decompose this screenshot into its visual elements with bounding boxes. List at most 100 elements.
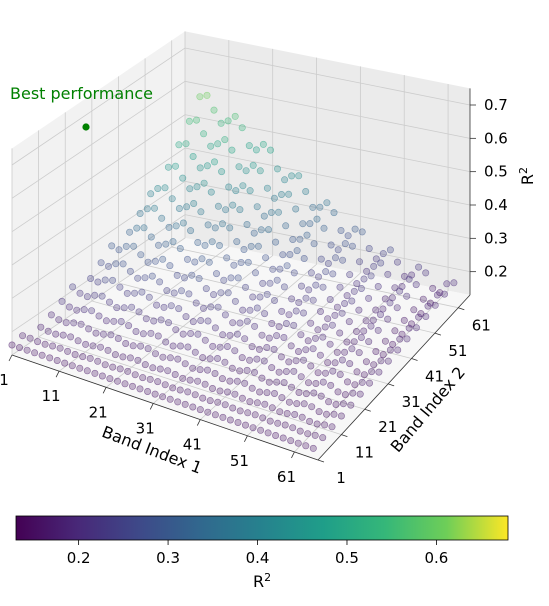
scatter-point xyxy=(286,251,294,259)
scatter-point xyxy=(113,304,121,312)
scatter-point xyxy=(412,281,420,289)
scatter-point xyxy=(131,371,139,379)
scatter-point xyxy=(211,224,219,232)
scatter-point xyxy=(433,291,441,299)
scatter-point xyxy=(201,336,209,344)
scatter-point xyxy=(333,303,341,311)
scatter-point xyxy=(266,279,274,287)
scatter-point xyxy=(226,224,234,232)
scatter-point xyxy=(259,414,267,422)
scatter-point xyxy=(117,317,125,325)
scatter-point xyxy=(367,272,375,280)
x-tick-label: 51 xyxy=(230,452,249,470)
scatter-point xyxy=(172,222,180,230)
colorbar-tick-label: 0.4 xyxy=(246,549,270,567)
scatter-point xyxy=(182,140,190,148)
z-tick-label: 0.2 xyxy=(484,263,508,281)
scatter-point xyxy=(238,354,246,362)
y-tick xyxy=(388,383,395,387)
scatter-point xyxy=(236,206,244,214)
scatter-point xyxy=(233,238,241,246)
scatter-point xyxy=(253,203,261,211)
y-tick-label: 41 xyxy=(425,367,444,385)
scatter-point xyxy=(151,257,159,265)
scatter-point xyxy=(324,359,332,367)
scatter-point xyxy=(26,334,34,342)
scatter-point xyxy=(300,255,308,263)
grid-line-z xyxy=(11,114,471,232)
scatter-point xyxy=(246,306,254,314)
scatter-point xyxy=(86,354,94,362)
scatter-point xyxy=(149,364,157,372)
scatter-point xyxy=(128,303,136,311)
scatter-point xyxy=(196,164,204,172)
scatter-point xyxy=(207,188,215,196)
scatter-point xyxy=(233,330,241,338)
colorbar-tick-label: 0.2 xyxy=(67,549,91,567)
scatter-point xyxy=(302,442,310,450)
scatter-point xyxy=(216,387,224,395)
scatter-point xyxy=(322,268,330,276)
scatter-point xyxy=(386,346,394,354)
scatter-point xyxy=(273,165,281,173)
scatter-point xyxy=(102,317,110,325)
scatter-point xyxy=(346,360,354,368)
scatter-point xyxy=(44,327,52,335)
scatter-point xyxy=(196,366,204,374)
scatter-point xyxy=(299,309,307,317)
scatter-point xyxy=(295,388,303,396)
scatter-point xyxy=(229,404,237,412)
scatter-point xyxy=(189,403,197,411)
scatter-point xyxy=(192,299,200,307)
scatter-point xyxy=(377,259,385,267)
scatter-point xyxy=(170,289,178,297)
scatter-point xyxy=(365,245,373,253)
scatter-point xyxy=(205,258,213,266)
scatter-point xyxy=(155,241,163,249)
scatter-point xyxy=(276,265,284,273)
scatter-point xyxy=(135,308,143,316)
scatter-point xyxy=(181,360,189,368)
scatter-point xyxy=(282,319,290,327)
scatter-point xyxy=(330,410,338,418)
x-tick xyxy=(244,435,248,442)
scatter-point xyxy=(83,367,91,375)
scatter-point xyxy=(141,361,149,369)
scatter-point xyxy=(339,256,347,264)
scatter-point xyxy=(287,437,295,445)
scatter-point xyxy=(273,378,281,386)
grid-line-x xyxy=(247,75,405,437)
scatter-point xyxy=(221,358,229,366)
scatter-point xyxy=(156,365,164,373)
scatter-point xyxy=(114,334,122,342)
scatter-point xyxy=(174,398,182,406)
scatter-point xyxy=(307,362,315,370)
scatter-point xyxy=(154,332,162,340)
scatter-point xyxy=(246,187,254,195)
scatter-point xyxy=(226,377,234,385)
scatter-point xyxy=(341,240,349,248)
scatter-point xyxy=(199,354,207,362)
x-axis-line xyxy=(11,354,319,461)
z-axis-label-base: R xyxy=(518,174,537,185)
scatter-point xyxy=(419,295,427,303)
scatter-point xyxy=(221,401,229,409)
scatter-point xyxy=(214,354,222,362)
scatter-point xyxy=(208,238,216,246)
scatter-point xyxy=(203,162,211,170)
scatter-point xyxy=(321,323,329,331)
scatter-point xyxy=(374,282,382,290)
x-tick-label: 31 xyxy=(136,419,155,437)
scatter-point xyxy=(281,176,289,184)
scatter-point xyxy=(372,255,380,263)
scatter-point xyxy=(147,190,155,198)
x-tick-label: 21 xyxy=(89,403,108,421)
scatter-point xyxy=(408,271,416,279)
scatter-point xyxy=(312,379,320,387)
scatter-point xyxy=(282,367,290,375)
scatter-point xyxy=(348,297,356,305)
scatter-point xyxy=(304,430,312,438)
best-performance-marker xyxy=(82,123,90,131)
scatter-point xyxy=(150,317,158,325)
scatter-point xyxy=(77,320,85,328)
